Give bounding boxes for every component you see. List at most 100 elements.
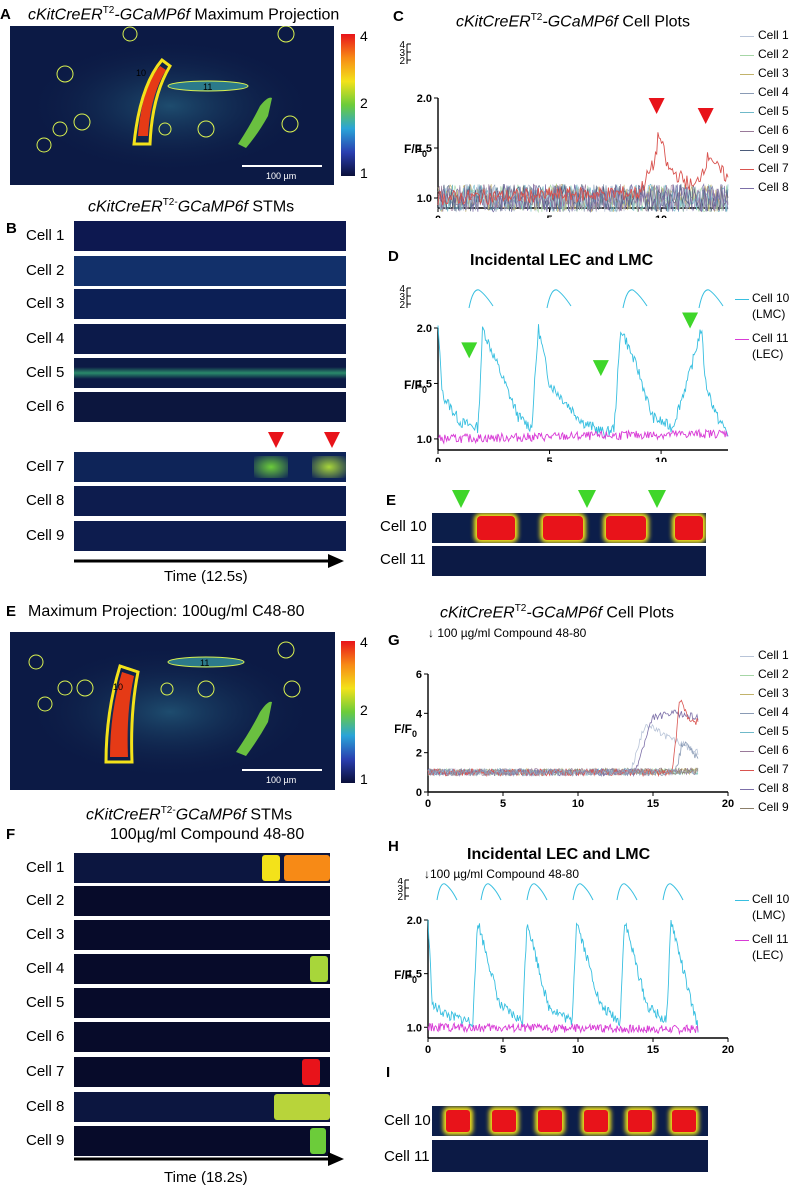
title-italic: cKitCreER <box>456 13 531 31</box>
event-blob <box>262 855 280 881</box>
colorbar-e2-tick-2: 2 <box>360 702 368 718</box>
inset-transient <box>436 883 458 901</box>
y-tick-label: 2.0 <box>407 915 422 927</box>
b-row-label: Cell 2 <box>26 262 65 279</box>
legend-c-swatch <box>740 188 754 189</box>
legend-g-swatch <box>740 789 754 790</box>
series-line-cell11 <box>437 428 729 445</box>
i-strip-cell11 <box>432 1140 708 1172</box>
event-blob <box>606 516 646 540</box>
series-line-cell-8 <box>427 709 699 778</box>
scale-bar-label-a: 100 µm <box>266 171 296 181</box>
legend-g-swatch <box>740 770 754 771</box>
cell-number-10: 10 <box>113 682 123 692</box>
e1-strip-cell10 <box>432 513 706 543</box>
f-strip <box>74 1092 330 1122</box>
b-strip <box>74 452 346 482</box>
legend-c-swatch <box>740 36 754 37</box>
inset-transient <box>698 289 724 309</box>
x-tick-label: 20 <box>722 1044 734 1054</box>
panel-c-title: cKitCreERT2-GCaMP6f Cell Plots <box>456 12 690 31</box>
legend-c-swatch <box>740 150 754 151</box>
title-sup: T2 <box>530 12 543 23</box>
f-strip <box>74 1022 330 1052</box>
b-strip <box>74 324 346 354</box>
title-italic2: -GCaMP6f <box>114 6 190 24</box>
e1-row-label-cell11: Cell 11 <box>380 551 426 568</box>
title-italic: cKitCreER <box>88 198 163 216</box>
y-tick-label: 2 <box>416 748 422 760</box>
inset-transient <box>526 883 548 901</box>
x-tick-label: 5 <box>500 798 506 810</box>
panel-f-title: cKitCreERT2-GCaMP6f STMs <box>86 805 292 824</box>
panel-label-a: A <box>0 6 11 23</box>
legend-h-lec: (LEC) <box>752 948 784 962</box>
legend-g-swatch <box>740 675 754 676</box>
inset-tick-label: 2 <box>399 300 405 311</box>
title-italic: cKitCreER <box>440 604 515 622</box>
legend-c-swatch <box>740 169 754 170</box>
event-blob <box>675 516 703 540</box>
b-strip <box>74 392 346 422</box>
title-rest: STMs <box>247 198 295 216</box>
f-strip <box>74 853 330 883</box>
panel-label-d: D <box>388 248 399 265</box>
inset-scale: 432 <box>397 878 409 903</box>
event-blob <box>310 1128 326 1154</box>
x-tick-label: 10 <box>572 798 584 810</box>
panel-label-f: F <box>6 826 16 843</box>
cell-number-11: 11 <box>200 658 209 668</box>
f-strip <box>74 954 330 984</box>
legend-g-entry: Cell 5 <box>758 724 789 738</box>
legend-g-swatch <box>740 732 754 733</box>
i-row-label-cell10: Cell 10 <box>384 1112 431 1129</box>
x-tick-label: 5 <box>546 456 552 462</box>
green-arrows-e1 <box>452 490 666 508</box>
panel-g-title: cKitCreERT2-GCaMP6f Cell Plots <box>440 603 674 622</box>
series-line-cell7 <box>437 132 729 206</box>
legend-c-entry: Cell 5 <box>758 104 789 118</box>
micrograph-e2-art: 10 11 100 µm <box>10 632 335 790</box>
cell-number-10: 10 <box>136 68 146 78</box>
inset-tick-label: 3 <box>397 884 403 895</box>
legend-h-cell11: Cell 11 <box>752 932 789 946</box>
legend-d-cell10: Cell 10 <box>752 291 790 305</box>
panel-label-b: B <box>6 220 17 237</box>
legend-c-entry: Cell 4 <box>758 85 789 99</box>
title-italic2: GCaMP6f <box>175 806 246 824</box>
y-tick-label: 2.0 <box>417 323 432 335</box>
legend-d-lec: (LEC) <box>752 347 784 361</box>
event-blob <box>628 1110 652 1132</box>
series-line <box>437 183 729 213</box>
micrograph-a: 10 11 100 µm <box>10 26 334 185</box>
inset-transient <box>572 883 594 901</box>
x-tick-label: 5 <box>500 1044 506 1054</box>
legend-g-entry: Cell 3 <box>758 686 789 700</box>
event-blob <box>446 1110 470 1132</box>
f-strip <box>74 988 330 1018</box>
b-row-label: Cell 1 <box>26 227 65 244</box>
y-tick-label: 1.0 <box>407 1022 422 1034</box>
series-line-cell10 <box>437 324 729 439</box>
legend-g-swatch <box>740 713 754 714</box>
time-label-b: Time (12.5s) <box>164 568 248 585</box>
x-tick-label: 20 <box>722 798 734 810</box>
legend-g-swatch <box>740 751 754 752</box>
scale-bar-label-e2: 100 µm <box>266 775 296 785</box>
annotation-text: 100 µg/ml Compound 48-80 <box>437 626 587 640</box>
colorbar-e2 <box>341 641 355 783</box>
y-axis-label: F/F0 <box>404 142 427 159</box>
b-strip <box>74 221 346 251</box>
x-tick-label: 10 <box>655 214 667 218</box>
y-tick-label: 2.0 <box>417 93 432 105</box>
panel-f-subtitle: 100µg/ml Compound 48-80 <box>110 826 305 843</box>
inset-transient <box>480 883 502 901</box>
b-row-label: Cell 7 <box>26 458 65 475</box>
panel-label-g: G <box>388 632 400 649</box>
y-axis-label-sub: 0 <box>422 149 427 159</box>
green-arrow-marker <box>682 312 699 329</box>
event-blob <box>584 1110 608 1132</box>
micrograph-a-art: 10 11 100 µm <box>10 26 334 185</box>
